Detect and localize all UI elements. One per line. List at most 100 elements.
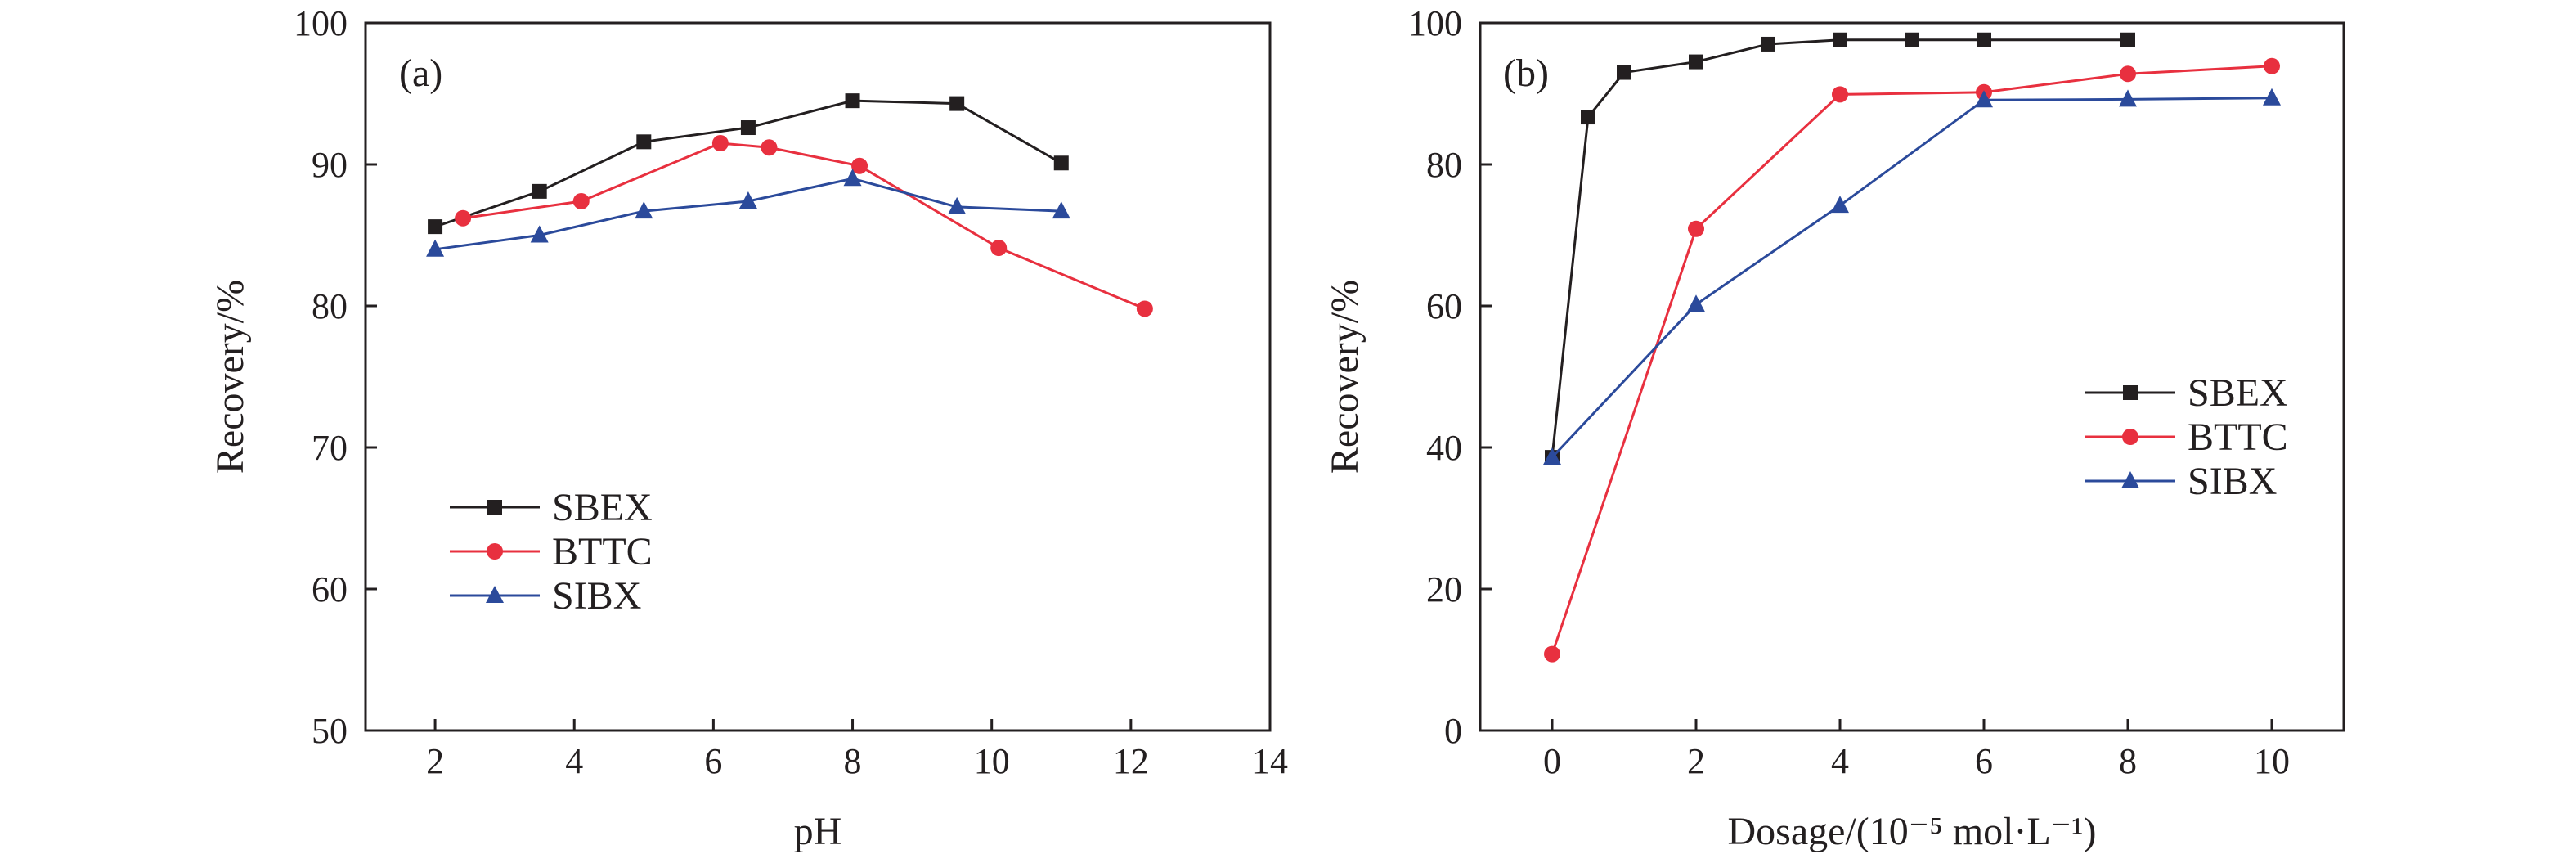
legend-label: SBEX [552,486,653,529]
x-tick-label: 0 [1543,741,1561,781]
data-point-sbex [2120,32,2135,47]
x-tick-label: 6 [1975,741,1993,781]
legend-marker [487,500,502,515]
legend-marker [2121,471,2139,488]
data-point-sibx [426,239,445,257]
plot-frame [1479,21,2345,732]
data-point-bttc [455,209,472,227]
x-tick-label: 4 [565,741,583,781]
series-sibx [426,169,1070,257]
data-point-bttc [1544,645,1560,663]
series-sbex [428,93,1069,235]
y-tick-label: 40 [1426,428,1462,468]
data-point-sbex [740,120,756,136]
data-point-sbex [949,96,965,111]
data-point-sbex [1905,32,1919,47]
legend-marker [487,543,503,560]
legend-label: SBEX [2188,371,2288,415]
data-point-bttc [2120,65,2136,83]
legend-marker [2122,429,2138,445]
legend-entry-bttc: BTTC [450,530,653,573]
data-point-sibx [1831,196,1849,214]
x-tick-label: 10 [974,741,1010,781]
data-point-sibx [635,201,653,219]
data-point-sibx [2119,89,2137,107]
data-point-sibx [2263,88,2281,106]
legend-entry-sbex: SBEX [2085,371,2288,415]
data-point-sibx [948,196,967,214]
data-point-bttc [761,139,778,156]
data-point-sbex [428,219,443,235]
data-point-sbex [636,134,652,150]
series-bttc [455,135,1153,317]
panel-label: (b) [1503,52,1549,95]
panel-a: 2 4 6 8 10 12 14 50 60 70 80 90 100 pH Recovery/% (a) SB… [209,3,1288,853]
series-line-sibx [434,177,1061,251]
plot-frame [364,21,1272,732]
x-tick-label: 8 [844,741,862,781]
series-line-bttc [462,142,1146,310]
legend-entry-sibx: SIBX [2085,460,2277,503]
legend-label: BTTC [552,530,653,573]
legend-label: SIBX [552,574,641,618]
y-tick-label: 60 [312,569,348,609]
x-tick-label: 6 [704,741,722,781]
data-point-sbex [1761,36,1775,52]
data-point-sibx [738,191,757,209]
legend-label: SIBX [2188,460,2277,503]
x-axis-label: Dosage/(10⁻⁵ mol·L⁻¹) [1727,810,2096,853]
x-tick-label: 2 [426,741,444,781]
data-point-bttc [711,135,729,152]
data-point-bttc [1688,220,1704,237]
x-tick-label: 12 [1113,741,1149,781]
x-tick-label: 4 [1831,741,1849,781]
legend-marker [2123,385,2138,400]
x-tick-label: 8 [2119,741,2137,781]
data-point-bttc [851,157,868,174]
data-point-bttc [990,240,1008,257]
data-point-sbex [1617,65,1631,80]
data-point-sbex [1053,155,1069,171]
data-point-sibx [1543,447,1561,465]
data-point-sbex [1689,54,1703,70]
legend-label: BTTC [2188,416,2288,459]
data-point-sbex [532,183,547,199]
y-tick-label: 0 [1444,711,1462,751]
data-point-sibx [1975,90,1993,108]
data-point-sbex [1977,32,1991,47]
data-point-bttc [1832,86,1848,103]
y-tick-label: 70 [312,428,348,468]
series-sibx [1543,88,2281,465]
y-tick-label: 50 [312,711,348,751]
data-point-sibx [1687,294,1705,312]
data-point-sbex [1581,110,1595,125]
y-tick-label: 90 [312,145,348,185]
y-tick-label: 60 [1426,286,1462,326]
data-point-sbex [1833,32,1847,47]
x-axis-label: pH [794,810,842,853]
x-tick-label: 14 [1252,741,1288,781]
data-point-sibx [843,169,862,187]
x-tick-label: 2 [1687,741,1705,781]
data-point-sbex [845,93,860,109]
legend-marker [486,586,504,603]
legend-entry-bttc: BTTC [2085,416,2288,459]
y-tick-label: 100 [294,3,348,43]
panel-label: (a) [399,52,442,95]
y-axis-label: Recovery/% [1323,280,1367,474]
y-axis-label: Recovery/% [209,280,252,474]
y-tick-label: 100 [1408,3,1462,43]
data-point-bttc [2264,57,2280,74]
legend-entry-sbex: SBEX [450,486,653,529]
y-tick-label: 20 [1426,569,1462,609]
series-line-bttc [1551,65,2273,655]
data-point-sibx [1052,201,1070,219]
data-point-sibx [530,225,549,243]
x-tick-label: 10 [2254,741,2290,781]
data-point-bttc [1136,300,1153,317]
legend-entry-sibx: SIBX [450,574,641,618]
